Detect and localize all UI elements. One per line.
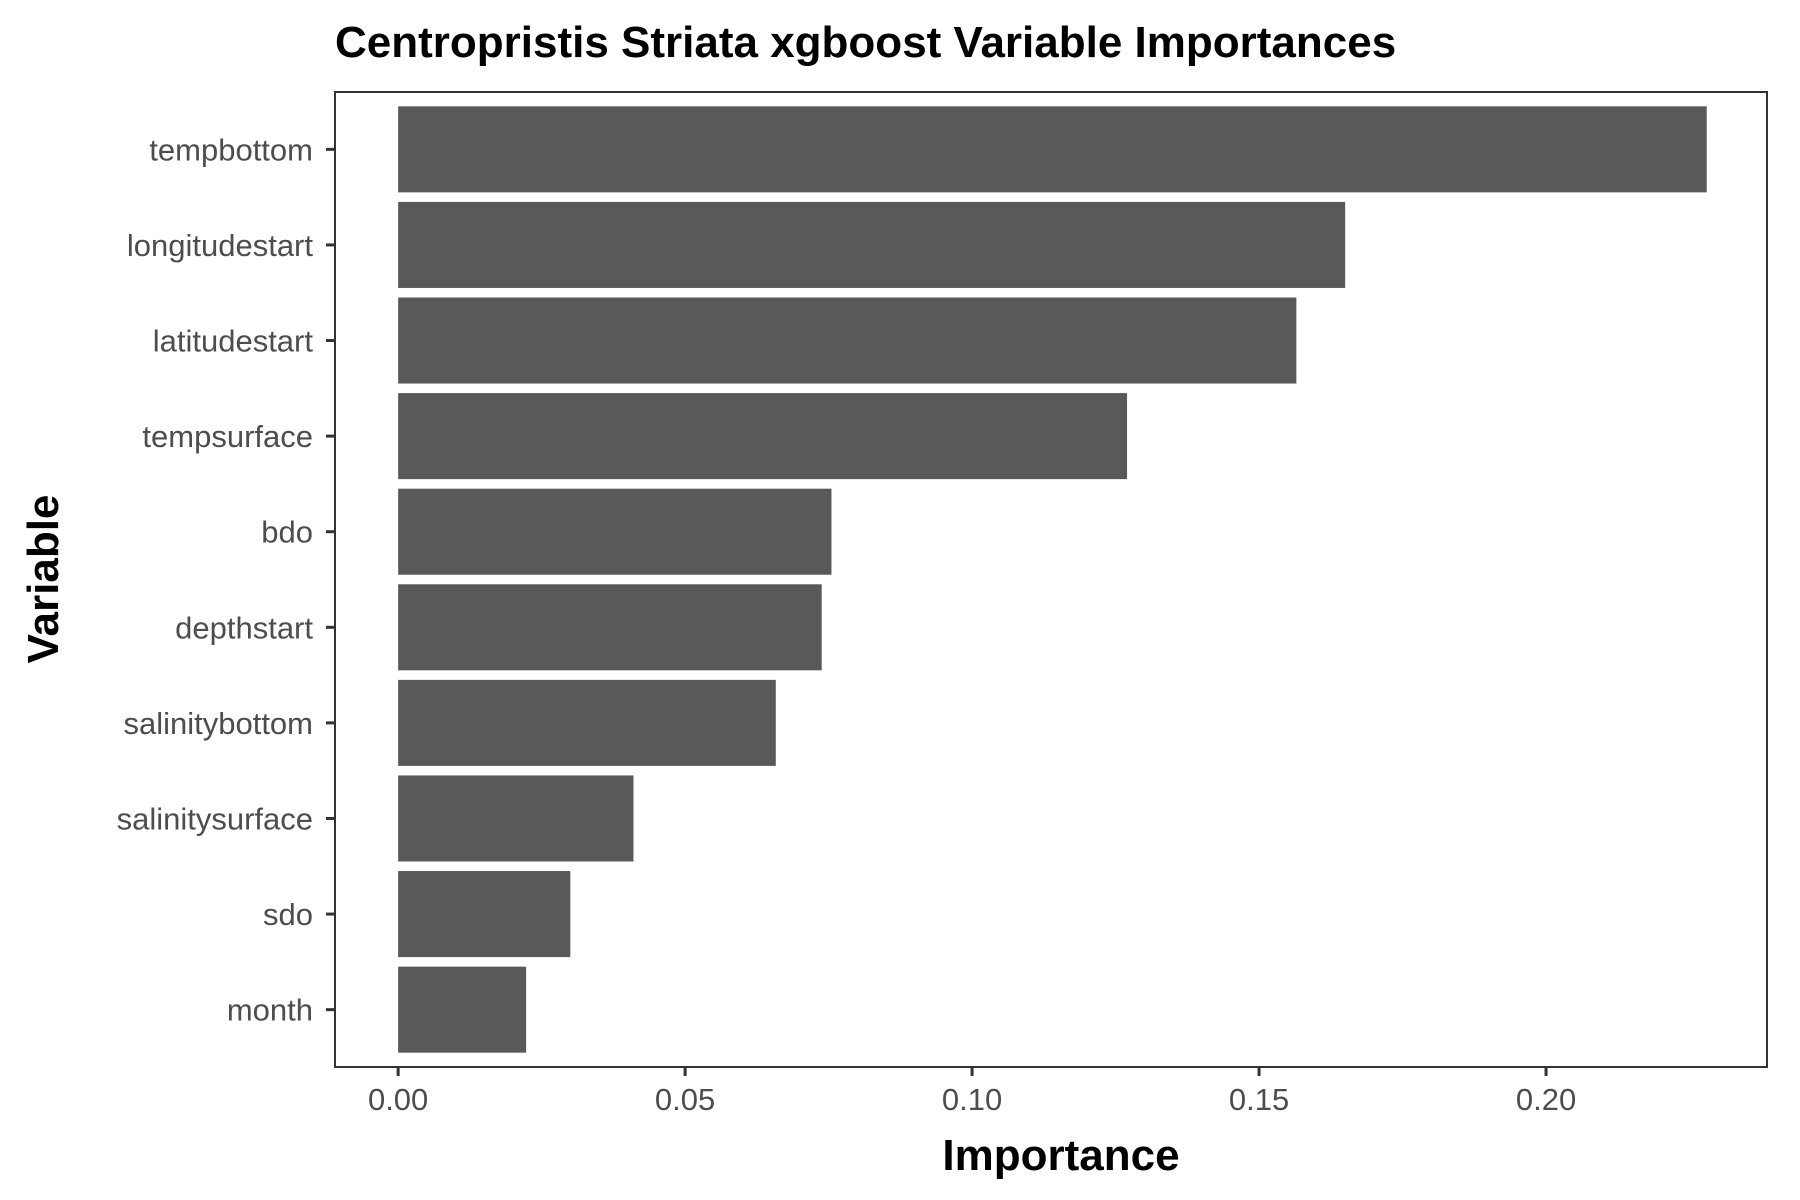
y-tick-label: sdo	[263, 897, 313, 932]
bar-latitudestart	[398, 297, 1297, 384]
y-tick-label: longitudestart	[127, 228, 314, 263]
bar-tempsurface	[398, 393, 1128, 480]
x-tick-label: 0.10	[942, 1082, 1002, 1117]
y-axis-title: Variable	[19, 495, 68, 664]
bar-depthstart	[398, 584, 822, 671]
x-tick-label: 0.05	[655, 1082, 715, 1117]
bar-salinitysurface	[398, 775, 634, 862]
bar-salinitybottom	[398, 679, 776, 766]
bar-longitudestart	[398, 201, 1346, 288]
y-tick-label: tempbottom	[149, 132, 313, 167]
bar-month	[398, 966, 527, 1053]
y-tick-label: tempsurface	[142, 419, 313, 454]
y-tick-label: bdo	[261, 515, 313, 550]
x-tick-label: 0.20	[1516, 1082, 1576, 1117]
x-axis-title: Importance	[942, 1131, 1179, 1180]
y-tick-label: depthstart	[175, 610, 313, 645]
bar-sdo	[398, 871, 571, 958]
x-tick-label: 0.15	[1229, 1082, 1289, 1117]
plot-panel-border	[334, 91, 1768, 1068]
chart-title: Centropristis Striata xgboost Variable I…	[335, 18, 1396, 67]
bar-bdo	[398, 488, 832, 575]
y-tick-label: salinitybottom	[123, 706, 313, 741]
y-tick-label: salinitysurface	[117, 801, 313, 836]
y-tick-label: month	[227, 993, 313, 1028]
y-axis: tempbottom longitudestart latitudestart tem…	[117, 132, 335, 1028]
bars	[398, 106, 1707, 1053]
x-tick-label: 0.00	[368, 1082, 428, 1117]
bar-tempbottom	[398, 106, 1707, 193]
y-tick-label: latitudestart	[153, 324, 314, 359]
x-axis: 0.00 0.05 0.10 0.15 0.20	[368, 1067, 1576, 1117]
